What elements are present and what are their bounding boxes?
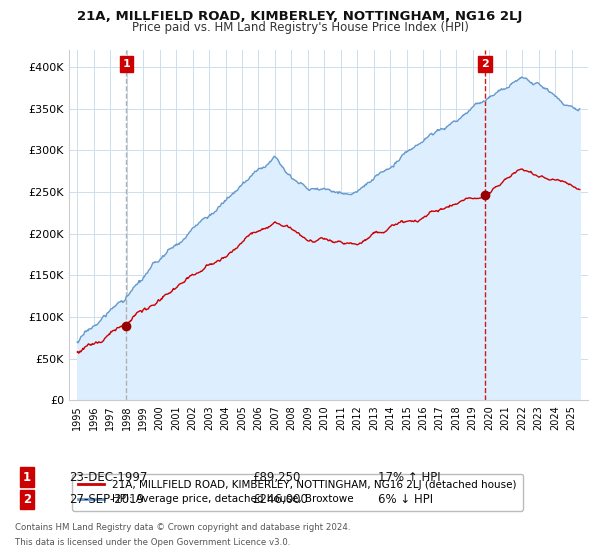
Text: Price paid vs. HM Land Registry's House Price Index (HPI): Price paid vs. HM Land Registry's House … <box>131 21 469 34</box>
Text: 21A, MILLFIELD ROAD, KIMBERLEY, NOTTINGHAM, NG16 2LJ: 21A, MILLFIELD ROAD, KIMBERLEY, NOTTINGH… <box>77 10 523 23</box>
Text: This data is licensed under the Open Government Licence v3.0.: This data is licensed under the Open Gov… <box>15 538 290 547</box>
Legend: 21A, MILLFIELD ROAD, KIMBERLEY, NOTTINGHAM, NG16 2LJ (detached house), HPI: Aver: 21A, MILLFIELD ROAD, KIMBERLEY, NOTTINGH… <box>71 474 523 511</box>
Text: 1: 1 <box>122 59 130 69</box>
Text: Contains HM Land Registry data © Crown copyright and database right 2024.: Contains HM Land Registry data © Crown c… <box>15 523 350 532</box>
Text: 2: 2 <box>481 59 489 69</box>
Text: 23-DEC-1997: 23-DEC-1997 <box>69 470 148 484</box>
Text: 6% ↓ HPI: 6% ↓ HPI <box>378 493 433 506</box>
Text: £89,250: £89,250 <box>252 470 301 484</box>
Text: 27-SEP-2019: 27-SEP-2019 <box>69 493 144 506</box>
Text: £246,000: £246,000 <box>252 493 308 506</box>
Text: 2: 2 <box>23 493 31 506</box>
Text: 17% ↑ HPI: 17% ↑ HPI <box>378 470 440 484</box>
Text: 1: 1 <box>23 470 31 484</box>
